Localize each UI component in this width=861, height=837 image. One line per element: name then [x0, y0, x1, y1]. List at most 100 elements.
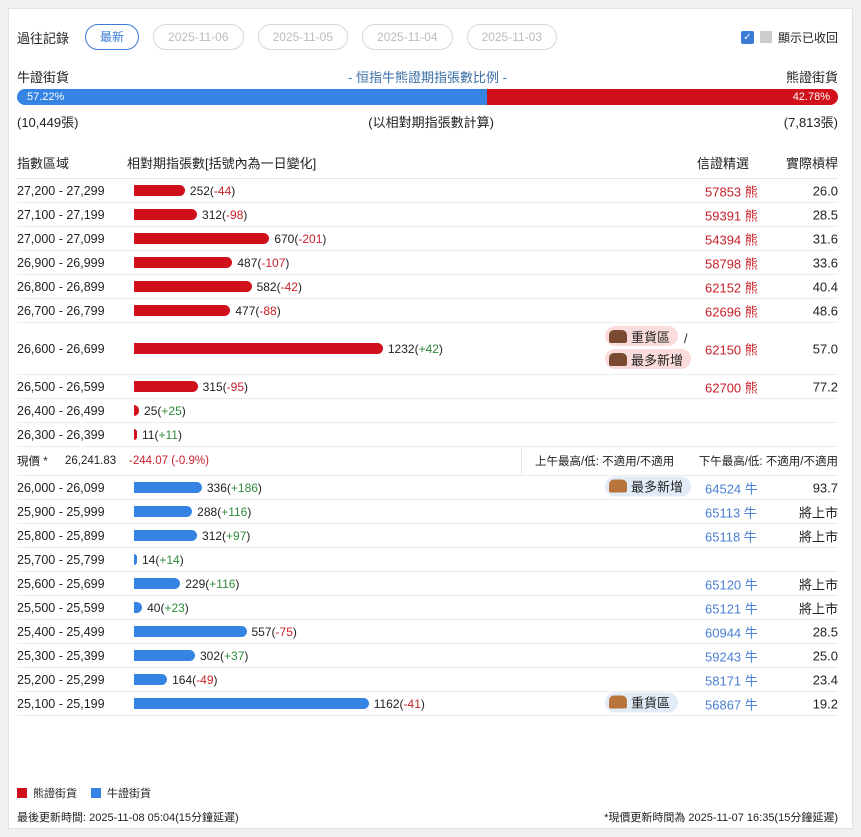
qty-value: 477	[235, 303, 256, 318]
warrant-link[interactable]: 62150 熊	[705, 342, 758, 357]
badge-heavy-area: 重貨區	[605, 326, 679, 346]
qty-change: -98	[226, 207, 244, 222]
warrant-link[interactable]: 65120 牛	[705, 577, 758, 592]
qty-change: +97	[226, 528, 247, 543]
show-recalled-toggle[interactable]: ✓ 顯示已收回	[740, 29, 838, 46]
badge-group: 重貨區 / 最多新增	[605, 326, 692, 372]
warrant-link[interactable]: 62700 熊	[705, 380, 758, 395]
qty-value: 312	[202, 207, 223, 222]
table-header: 指數區域 相對期指張數[括號內為一日變化] 信證精選 實際槓桿	[17, 153, 838, 179]
bull-bar	[134, 530, 198, 541]
table-row[interactable]: 25,300 - 25,399 302(+37) 59243 牛 25.0	[17, 644, 838, 668]
warrant-link[interactable]: 59243 牛	[705, 649, 758, 664]
leverage: 將上市	[798, 505, 838, 520]
index-range: 25,600 - 25,699	[17, 576, 105, 591]
table-row[interactable]: 27,100 - 27,199 312(-98) 59391 熊 28.5	[17, 203, 838, 227]
warrant-link[interactable]: 62696 熊	[705, 304, 758, 319]
qty-label: 164(-49)	[172, 672, 218, 687]
qty-change: +116	[221, 504, 248, 519]
show-recalled-label: 顯示已收回	[777, 30, 838, 45]
table-row[interactable]: 26,900 - 26,999 487(-107) 58798 熊 33.6	[17, 251, 838, 275]
warrant-link[interactable]: 58798 熊	[705, 256, 758, 271]
table-row[interactable]: 25,200 - 25,299 164(-49) 58171 牛 23.4	[17, 668, 838, 692]
leverage: 將上市	[798, 601, 838, 616]
table-row[interactable]: 27,200 - 27,299 252(-44) 57853 熊 26.0	[17, 179, 838, 203]
table-row[interactable]: 26,800 - 26,899 582(-42) 62152 熊 40.4	[17, 275, 838, 299]
index-range: 26,700 - 26,799	[17, 303, 105, 318]
leverage: 23.4	[812, 672, 838, 687]
index-range: 26,400 - 26,499	[17, 403, 105, 418]
warrant-link[interactable]: 57853 熊	[705, 184, 758, 199]
bear-bar	[134, 305, 231, 316]
bull-bar	[134, 626, 247, 637]
qty-label: 1232(+42)	[387, 341, 443, 356]
warrant-link[interactable]: 58171 牛	[705, 673, 758, 688]
chip-date[interactable]: 2025-11-06	[153, 24, 244, 50]
warrant-link[interactable]: 62152 熊	[705, 280, 758, 295]
warrant-link[interactable]: 65118 牛	[705, 529, 757, 544]
table-row[interactable]: 25,900 - 25,999 288(+116) 65113 牛 將上市	[17, 500, 838, 524]
bull-icon	[609, 695, 627, 709]
bear-outstanding-label: 熊證街貨	[785, 70, 838, 85]
table-row[interactable]: 26,400 - 26,499 25(+25)	[17, 399, 838, 423]
warrant-link[interactable]: 59391 熊	[705, 208, 758, 223]
bear-bar	[134, 209, 198, 220]
index-range: 25,100 - 25,199	[17, 696, 105, 711]
warrant-link[interactable]: 54394 熊	[705, 232, 758, 247]
qty-value: 164	[172, 672, 193, 687]
qty-change: +42	[418, 341, 439, 356]
warrant-link[interactable]: 60944 牛	[705, 625, 758, 640]
index-range: 27,000 - 27,099	[17, 231, 105, 246]
bear-icon	[609, 329, 627, 343]
qty-value: 312	[202, 528, 223, 543]
checkbox-checked-icon[interactable]: ✓	[740, 30, 754, 44]
last-updated: 最後更新時間: 2025-11-08 05:04(15分鐘延遲)	[17, 812, 239, 824]
qty-label: 11(+11)	[142, 427, 182, 442]
price-label: 現價 *	[17, 456, 48, 468]
table-row[interactable]: 25,700 - 25,799 14(+14)	[17, 548, 838, 572]
bear-count: (7,813張)	[783, 115, 838, 130]
index-range: 27,200 - 27,299	[17, 183, 105, 198]
qty-change: -44	[213, 183, 232, 198]
chip-latest[interactable]: 最新	[85, 24, 140, 50]
qty-value: 1162	[373, 696, 400, 711]
table-row[interactable]: 25,500 - 25,599 40(+23) 65121 牛 將上市	[17, 596, 838, 620]
chip-date[interactable]: 2025-11-03	[466, 24, 558, 50]
table-row[interactable]: 26,500 - 26,599 315(-95) 62700 熊 77.2	[17, 375, 838, 399]
table-row[interactable]: 25,400 - 25,499 557(-75) 60944 牛 28.5	[17, 620, 838, 644]
table-row[interactable]: 26,600 - 26,699 1232(+42) 重貨區 / 最多新增 62150 熊 5…	[17, 323, 838, 375]
bear-icon	[609, 352, 627, 366]
bull-bar	[134, 506, 193, 517]
bull-bar	[134, 578, 181, 589]
bull-count: (10,449張)	[17, 115, 79, 130]
warrant-link[interactable]: 64524 牛	[705, 481, 758, 496]
table-row[interactable]: 26,700 - 26,799 477(-88) 62696 熊 48.6	[17, 299, 838, 323]
chip-date[interactable]: 2025-11-04	[362, 24, 453, 50]
qty-change: -75	[275, 624, 293, 639]
leverage: 48.6	[812, 303, 838, 318]
qty-label: 670(-201)	[274, 231, 327, 246]
history-bar: 過往記錄 最新 2025-11-06 2025-11-05 2025-11-04…	[17, 23, 838, 51]
chip-date[interactable]: 2025-11-05	[257, 24, 349, 50]
table-row[interactable]: 25,800 - 25,899 312(+97) 65118 牛 將上市	[17, 524, 838, 548]
qty-value: 252	[189, 183, 210, 198]
qty-value: 582	[256, 279, 277, 294]
qty-label: 582(-42)	[256, 279, 302, 294]
qty-change: +116	[209, 576, 236, 591]
bull-bar	[134, 482, 202, 493]
qty-change: -41	[403, 696, 421, 711]
table-row[interactable]: 27,000 - 27,099 670(-201) 54394 熊 31.6	[17, 227, 838, 251]
table-row[interactable]: 26,300 - 26,399 11(+11)	[17, 423, 838, 447]
price-change: -244.07 (-0.9%)	[129, 455, 209, 467]
index-range: 27,100 - 27,199	[17, 207, 105, 222]
bull-icon	[609, 479, 627, 493]
warrant-link[interactable]: 65113 牛	[705, 505, 757, 520]
leverage: 26.0	[812, 183, 838, 198]
table-row[interactable]: 25,100 - 25,199 1162(-41) 重貨區 56867 牛 19.2	[17, 692, 838, 716]
index-range: 25,400 - 25,499	[17, 624, 105, 639]
table-row[interactable]: 26,000 - 26,099 336(+186) 最多新增 64524 牛 93.7	[17, 476, 838, 500]
warrant-link[interactable]: 65121 牛	[705, 601, 758, 616]
badge-label: 最多新增	[631, 352, 684, 368]
warrant-link[interactable]: 56867 牛	[705, 697, 758, 712]
table-row[interactable]: 25,600 - 25,699 229(+116) 65120 牛 將上市	[17, 572, 838, 596]
